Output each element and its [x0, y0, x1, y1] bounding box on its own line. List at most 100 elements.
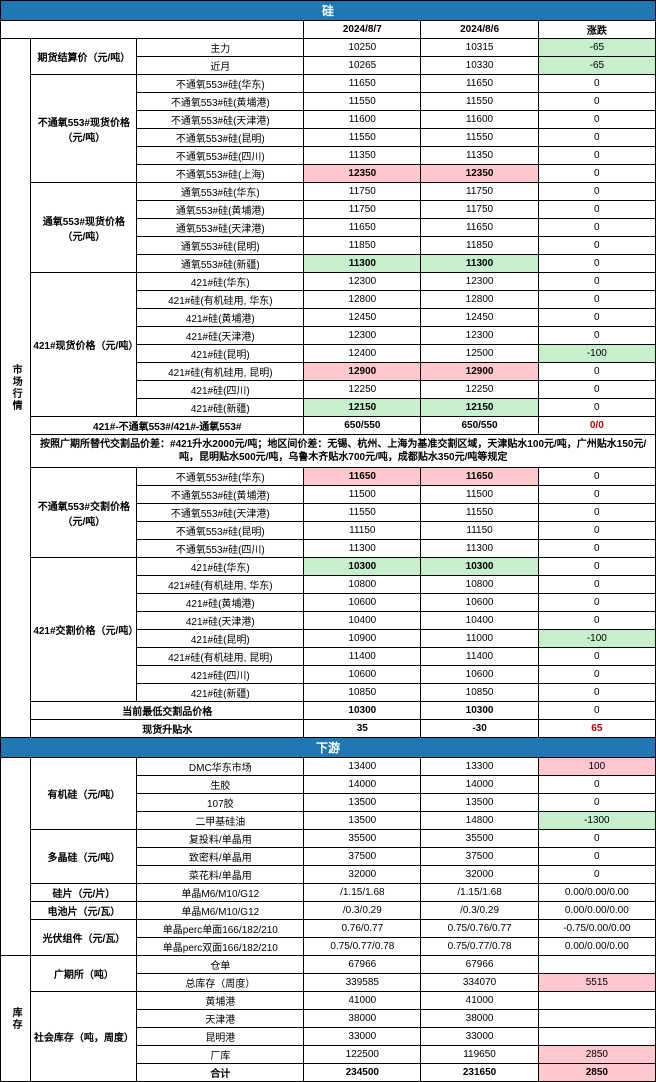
val2: 11400: [421, 648, 538, 666]
item-name: 421#硅(有机硅用, 昆明): [137, 648, 304, 666]
val2: 13500: [421, 794, 538, 812]
diff: 0: [538, 309, 655, 327]
diff: 0: [538, 129, 655, 147]
val2: 10400: [421, 612, 538, 630]
val2: 0.75/0.76/0.77: [421, 920, 538, 938]
val1: 10600: [304, 666, 421, 684]
val1: 10300: [304, 558, 421, 576]
cat-label: 光伏组件（元/瓦）: [31, 920, 137, 956]
val2: 11550: [421, 129, 538, 147]
val1: 0.76/0.77: [304, 920, 421, 938]
val2: 11550: [421, 93, 538, 111]
item-name: 不通氧553#硅(天津港): [137, 504, 304, 522]
item-name: 421#硅(新疆): [137, 684, 304, 702]
diff: 0: [538, 363, 655, 381]
val1: 11300: [304, 255, 421, 273]
item-name: 421#硅(黄埔港): [137, 309, 304, 327]
cat-label: 通氧553#现货价格（元/吨）: [31, 183, 137, 273]
val2: 12450: [421, 309, 538, 327]
val1: 11550: [304, 129, 421, 147]
diff: 0.00/0.00/0.00: [538, 884, 655, 902]
note-text: 按照广期所替代交割品价差：#421升水2000元/吨；地区间价差：无锡、杭州、上…: [31, 435, 656, 468]
item-name: 不通氧553#硅(昆明): [137, 522, 304, 540]
table-row: 按照广期所替代交割品价差：#421升水2000元/吨；地区间价差：无锡、杭州、上…: [1, 435, 656, 468]
diff: -65: [538, 39, 655, 57]
item-name: 421#硅(华东): [137, 273, 304, 291]
item-name: 421#硅(昆明): [137, 630, 304, 648]
item-name: 复投料/单晶用: [137, 830, 304, 848]
val2: 11300: [421, 255, 538, 273]
item-name: 421#硅(有机硅用, 华东): [137, 291, 304, 309]
diff: 0: [538, 666, 655, 684]
diff: -65: [538, 57, 655, 75]
title-si: 硅: [1, 1, 656, 21]
val2: 231650: [421, 1064, 538, 1082]
val2: 12300: [421, 327, 538, 345]
val2: 11650: [421, 75, 538, 93]
val1: 11150: [304, 522, 421, 540]
val2: 11550: [421, 504, 538, 522]
item-name: 不通氧553#硅(华东): [137, 468, 304, 486]
diff: 0: [538, 684, 655, 702]
val2: 10330: [421, 57, 538, 75]
diff: 0: [538, 612, 655, 630]
val1: 11400: [304, 648, 421, 666]
item-name: 主力: [137, 39, 304, 57]
val2: 11750: [421, 183, 538, 201]
item-name: 菜花料/单晶用: [137, 866, 304, 884]
val2: 12900: [421, 363, 538, 381]
diff: [538, 1010, 655, 1028]
table-row: 通氧553#现货价格（元/吨）通氧553#硅(华东)11750117500: [1, 183, 656, 201]
cat-label: 有机硅（元/吨）: [31, 758, 137, 830]
item-name: 不通氧553#硅(上海): [137, 165, 304, 183]
item-name: 不通氧553#硅(四川): [137, 147, 304, 165]
cat-label: 421#现货价格（元/吨）: [31, 273, 137, 417]
item-name: 昆明港: [137, 1028, 304, 1046]
val1: 12250: [304, 381, 421, 399]
val1: 11300: [304, 540, 421, 558]
val2: 12300: [421, 273, 538, 291]
diff: 0: [538, 776, 655, 794]
table-row: 下游: [1, 738, 656, 758]
val2: 119650: [421, 1046, 538, 1064]
val1: 13500: [304, 812, 421, 830]
item-name: 421#硅(新疆): [137, 399, 304, 417]
diff: 0: [538, 558, 655, 576]
item-name: DMC华东市场: [137, 758, 304, 776]
val2: 11350: [421, 147, 538, 165]
val1: 12400: [304, 345, 421, 363]
val2: 14000: [421, 776, 538, 794]
table-row: 421#-不通氧553#/421#-通氧553#650/550650/5500/…: [1, 417, 656, 435]
val2: 12350: [421, 165, 538, 183]
col-date1: 2024/8/7: [304, 21, 421, 39]
item-name: 421#硅(华东): [137, 558, 304, 576]
val1: 11650: [304, 468, 421, 486]
diff: 0: [538, 219, 655, 237]
val2: 41000: [421, 992, 538, 1010]
val2: /0.3/0.29: [421, 902, 538, 920]
val2: 12500: [421, 345, 538, 363]
val1: 12900: [304, 363, 421, 381]
val1: 12150: [304, 399, 421, 417]
val2: 11300: [421, 540, 538, 558]
diff: 0: [538, 540, 655, 558]
val1: 12450: [304, 309, 421, 327]
val1: 0.75/0.77/0.78: [304, 938, 421, 956]
table-row: 421#现货价格（元/吨）421#硅(华东)12300123000: [1, 273, 656, 291]
item-name: 合计: [137, 1064, 304, 1082]
val1: 12300: [304, 327, 421, 345]
side-inventory: 库存: [1, 956, 31, 1082]
val1: 10850: [304, 684, 421, 702]
val1: 37500: [304, 848, 421, 866]
item-name: 单晶M6/M10/G12: [137, 884, 304, 902]
diff: 0: [538, 594, 655, 612]
val2: 11600: [421, 111, 538, 129]
val1: 11500: [304, 486, 421, 504]
val2: 33000: [421, 1028, 538, 1046]
val2: 10800: [421, 576, 538, 594]
diff: 0: [538, 794, 655, 812]
diff: -100: [538, 630, 655, 648]
item-name: 421#硅(天津港): [137, 327, 304, 345]
diff: 0: [538, 147, 655, 165]
item-name: 不通氧553#硅(天津港): [137, 111, 304, 129]
